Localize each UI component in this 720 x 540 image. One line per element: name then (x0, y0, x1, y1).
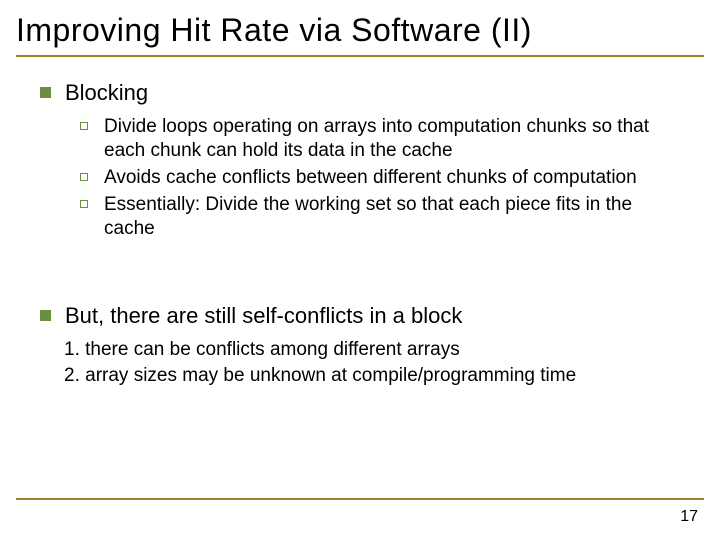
footer-rule (16, 498, 704, 500)
subpoint-text: Essentially: Divide the working set so t… (104, 193, 684, 242)
square-bullet-icon (40, 310, 51, 321)
subpoint-text: Avoids cache conflicts between different… (104, 166, 637, 191)
spacer (16, 272, 696, 302)
list-item: Essentially: Divide the working set so t… (80, 193, 696, 242)
hollow-square-icon (80, 122, 88, 130)
list-item: 1. there can be conflicts among differen… (64, 337, 696, 363)
bullet-self-conflicts-label: But, there are still self-conflicts in a… (65, 302, 462, 330)
bullet-self-conflicts: But, there are still self-conflicts in a… (40, 302, 696, 330)
list-item: Divide loops operating on arrays into co… (80, 115, 696, 164)
title-rule (16, 55, 704, 57)
hollow-square-icon (80, 200, 88, 208)
bullet-blocking: Blocking (40, 79, 696, 107)
slide-title: Improving Hit Rate via Software (II) (16, 12, 696, 49)
list-item: 2. array sizes may be unknown at compile… (64, 363, 696, 389)
page-number: 17 (680, 508, 698, 526)
numbered-list: 1. there can be conflicts among differen… (64, 337, 696, 388)
square-bullet-icon (40, 87, 51, 98)
bullet-blocking-label: Blocking (65, 79, 148, 107)
hollow-square-icon (80, 173, 88, 181)
slide: Improving Hit Rate via Software (II) Blo… (0, 0, 720, 540)
list-item: Avoids cache conflicts between different… (80, 166, 696, 191)
subpoint-text: Divide loops operating on arrays into co… (104, 115, 684, 164)
blocking-subpoints: Divide loops operating on arrays into co… (80, 115, 696, 242)
